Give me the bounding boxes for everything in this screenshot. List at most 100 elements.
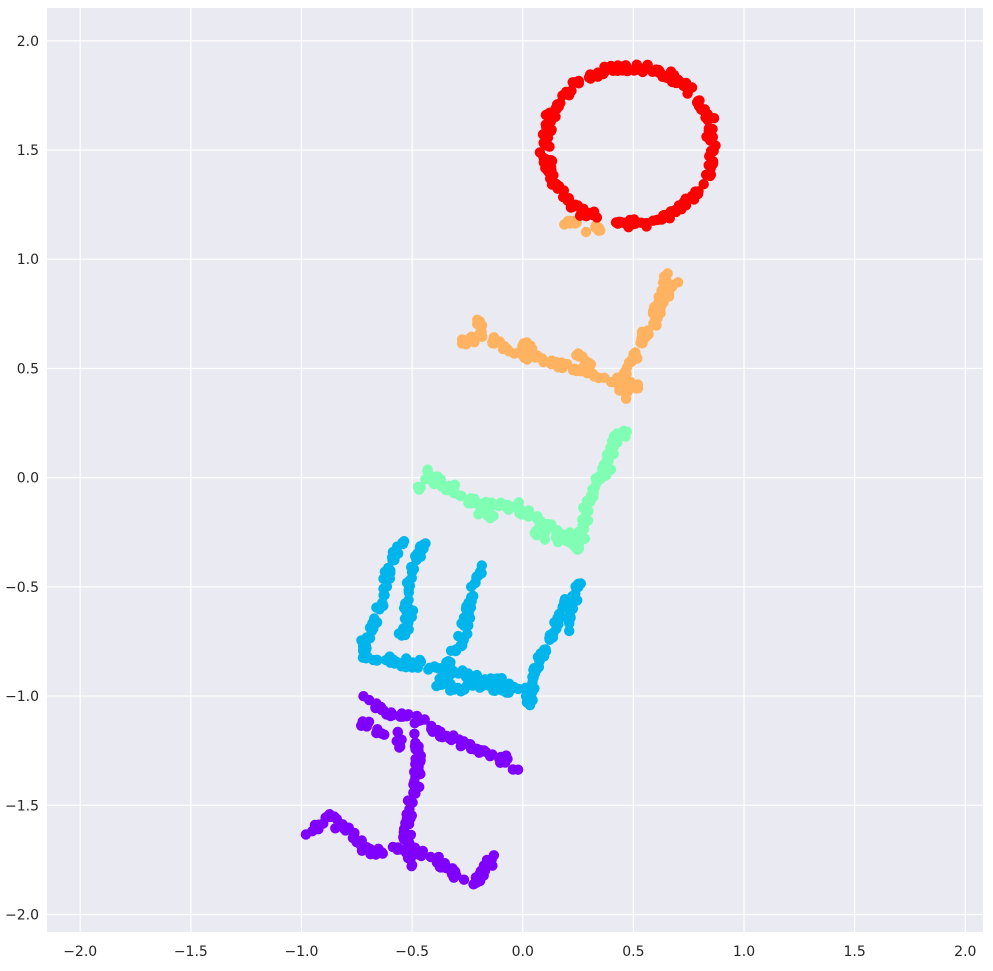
scatter-point (540, 140, 551, 151)
scatter-point (477, 331, 488, 342)
scatter-point (409, 728, 420, 739)
scatter-point (361, 720, 372, 732)
scatter-point (538, 651, 550, 662)
scatter-point (522, 354, 533, 365)
scatter-point (458, 874, 470, 885)
scatter-point (375, 600, 387, 611)
scatter-point (494, 336, 505, 347)
scatter-point (509, 348, 520, 359)
scatter-point (398, 623, 409, 634)
scatter-point (471, 571, 482, 582)
data-points (300, 59, 721, 890)
scatter-point (552, 617, 564, 629)
scatter-point (473, 509, 484, 520)
scatter-point (469, 337, 480, 348)
scatter-point (300, 829, 312, 840)
scatter-point (557, 90, 568, 101)
scatter-point (545, 169, 556, 180)
scatter-point (539, 534, 551, 545)
scatter-point (390, 545, 402, 557)
scatter-point (545, 157, 556, 169)
scatter-point (378, 589, 390, 601)
scatter-point (551, 100, 563, 112)
scatter-point (589, 371, 600, 382)
scatter-point (705, 163, 716, 174)
scatter-point (550, 111, 561, 123)
scatter-point (372, 701, 383, 712)
x-tick-label: −1.0 (284, 944, 318, 960)
scatter-point (532, 663, 543, 675)
scatter-point (406, 562, 418, 573)
scatter-point (580, 510, 591, 521)
scatter-point (629, 65, 640, 76)
scatter-point (424, 471, 435, 483)
scatter-point (552, 536, 564, 548)
y-tick-label: −1.5 (5, 798, 39, 814)
scatter-point (569, 218, 581, 229)
scatter-point (484, 513, 496, 524)
scatter-point (448, 486, 459, 497)
scatter-point (591, 212, 603, 223)
y-tick-label: −2.0 (5, 908, 39, 924)
scatter-point (435, 679, 446, 690)
scatter-point (409, 776, 420, 787)
scatter-point (376, 847, 388, 858)
scatter-point (392, 726, 403, 738)
scatter-point (381, 581, 393, 592)
scatter-point (606, 436, 618, 447)
scatter-point (553, 362, 564, 373)
scatter-point (637, 63, 648, 74)
scatter-point (395, 741, 406, 752)
y-tick-label: 1.5 (17, 143, 39, 159)
scatter-point (418, 539, 430, 550)
scatter-point (544, 633, 555, 644)
scatter-point (404, 575, 415, 586)
scatter-point (707, 131, 718, 143)
scatter-point (651, 310, 662, 321)
scatter-point (414, 654, 425, 666)
scatter-point (452, 682, 464, 694)
scatter-point (470, 877, 481, 889)
scatter-point (601, 468, 612, 480)
scatter-point (453, 668, 464, 679)
scatter-point (460, 738, 471, 749)
scatter-point (686, 190, 698, 202)
scatter-point (396, 844, 408, 855)
scatter-point (447, 868, 458, 879)
x-tick-label: −1.5 (174, 944, 208, 960)
scatter-point (358, 691, 369, 702)
scatter-point (409, 842, 421, 853)
scatter-point (570, 588, 581, 599)
scatter-point (610, 217, 622, 228)
scatter-point (523, 511, 534, 522)
scatter-point (564, 618, 575, 629)
scatter-point (371, 655, 383, 666)
scatter-point (536, 353, 548, 365)
scatter-point (664, 213, 675, 224)
scatter-point (599, 66, 610, 77)
y-tick-label: −1.0 (5, 689, 39, 705)
scatter-point (398, 823, 410, 835)
scatter-point (704, 170, 716, 182)
scatter-point (620, 431, 631, 442)
scatter-point (626, 219, 637, 230)
scatter-point (501, 687, 512, 698)
scatter-point (573, 526, 584, 537)
scatter-point (521, 697, 533, 708)
x-axis-ticks: −2.0 −1.5 −1.0 −0.5 0.0 0.5 1.0 1.5 2.0 (63, 944, 976, 960)
scatter-point (542, 119, 553, 130)
scatter-point (630, 350, 641, 362)
scatter-point (643, 329, 654, 340)
y-tick-label: 1.0 (17, 252, 39, 268)
scatter-point (383, 655, 394, 666)
x-tick-label: −2.0 (63, 944, 97, 960)
scatter-point (453, 630, 464, 642)
scatter-point (456, 338, 468, 349)
scatter-point (313, 819, 324, 830)
scatter-point (502, 499, 513, 511)
scatter-point (648, 318, 659, 329)
scatter-point (445, 645, 457, 656)
scatter-point (402, 795, 414, 806)
scatter-point (424, 662, 435, 673)
scatter-point (410, 758, 421, 770)
